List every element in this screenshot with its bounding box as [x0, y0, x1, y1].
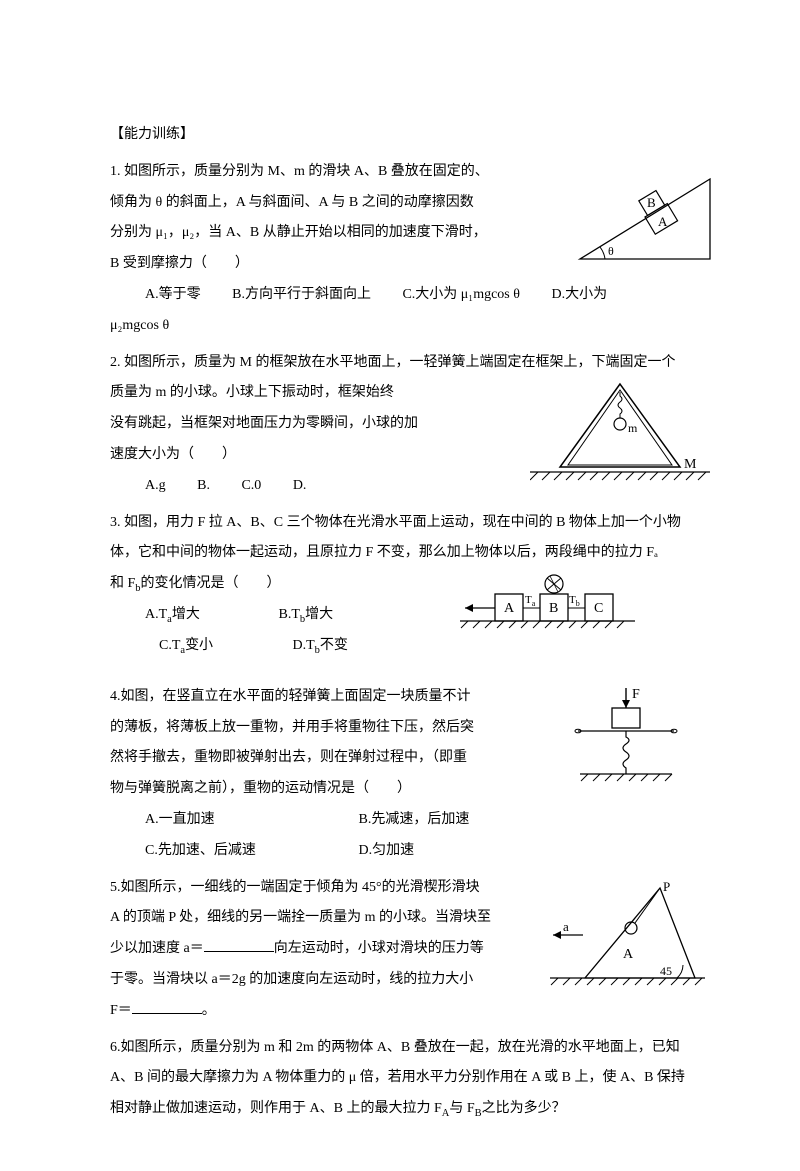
q2-line1: 2. 如图所示，质量为 M 的框架放在水平地面上，一轻弹簧上端固定在框架上，下端…	[110, 348, 710, 379]
q4-optC: C.先加速、后减速	[145, 836, 355, 867]
question-4: F 4.如图，在竖直立在水平面的轻弹簧上面固定一块质量不计 的薄板，将薄板上放一…	[110, 682, 710, 867]
q1-line3: 分别为 μ₁，μ₂，当 A、B 从静止开始以相同的加速度下滑时，	[110, 218, 710, 249]
C-label: C	[594, 601, 603, 616]
q5-l3-pre: 少以加速度 a＝	[110, 941, 204, 956]
q4-options2: C.先加速、后减速 D.匀加速	[110, 836, 710, 867]
q1-optD-pre: D.大小为	[551, 280, 607, 311]
q1-line1: 1. 如图所示，质量分别为 M、m 的滑块 A、B 叠放在固定的、	[110, 157, 710, 188]
q6-line3: 相对静止做加速运动，则作用于 A、B 上的最大拉力 FA与 FB之比为多少？	[110, 1094, 710, 1125]
q3-options2: C.Ta变小 D.Tb不变	[110, 631, 710, 662]
q4-line4: 物与弹簧脱离之前），重物的运动情况是（ ）	[110, 774, 710, 805]
blank-a	[204, 937, 274, 952]
A-label: A	[504, 601, 515, 616]
q4-line1: 4.如图，在竖直立在水平面的轻弹簧上面固定一块质量不计	[110, 682, 710, 713]
question-1: θ A B 1. 如图所示，质量分别为 M、m 的滑块 A、B 叠放在固定的、 …	[110, 157, 710, 342]
q5-l3-post: 向左运动时，小球对滑块的压力等	[274, 941, 484, 956]
q3-optC: C.Ta变小	[159, 631, 289, 662]
q1-optB: B.方向平行于斜面向上	[232, 280, 371, 311]
q2-line2: 质量为 m 的小球。小球上下振动时，框架始终	[110, 378, 710, 409]
q4-optA: A.一直加速	[145, 805, 355, 836]
q2-optA: A.g	[145, 471, 166, 502]
B-label: B	[549, 601, 558, 616]
q1-optA: A.等于零	[145, 280, 201, 311]
q6-line2: A、B 间的最大摩擦力为 A 物体重力的 μ 倍，若用水平力分别作用在 A 或 …	[110, 1063, 710, 1094]
q1-line4: B 受到摩擦力（ ）	[110, 249, 710, 280]
question-5: P A 45 a 5.如图所示，一细线的一端固定于倾角为 45°的光滑楔形滑块 …	[110, 873, 710, 1027]
q1-optD-cont: μ₂mgcos θ	[110, 311, 710, 342]
q5-line2: A 的顶端 P 处，细线的另一端拴一质量为 m 的小球。当滑块至	[110, 903, 710, 934]
q6-line1: 6.如图所示，质量分别为 m 和 2m 的两物体 A、B 叠放在一起，放在光滑的…	[110, 1033, 710, 1064]
q3-line1: 3. 如图，用力 F 拉 A、B、C 三个物体在光滑水平面上运动，现在中间的 B…	[110, 508, 710, 539]
q5-line4: 于零。当滑块以 a＝2g 的加速度向左运动时，线的拉力大小	[110, 965, 710, 996]
q4-line2: 的薄板，将薄板上放一重物，并用手将重物往下压，然后突	[110, 713, 710, 744]
q4-line3: 然将手撤去，重物即被弹射出去，则在弹射过程中，（即重	[110, 743, 710, 774]
section-title: 【能力训练】	[110, 120, 710, 151]
blank-f	[132, 999, 202, 1014]
q2-optD: D.	[293, 471, 307, 502]
q5-l5-pre: F＝	[110, 1003, 132, 1018]
q3-optB: B.Tb增大	[279, 600, 334, 631]
q4-optD: D.匀加速	[359, 843, 415, 858]
q4-optB: B.先减速，后加速	[359, 812, 470, 827]
q3-optA: A.Ta增大	[145, 600, 275, 631]
question-2: m M 2. 如图所示，质量为 M 的框架放在水平地面上，一轻弹簧上端固定在框架…	[110, 348, 710, 502]
q5-line5: F＝ 。	[110, 996, 710, 1027]
q3-optD: D.Tb不变	[293, 631, 348, 662]
q5-l5-post: 。	[202, 1003, 216, 1018]
q2-optC: C.0	[241, 471, 261, 502]
q2-line4: 速度大小为（ ）	[110, 440, 710, 471]
q3-line2: 体，它和中间的物体一起运动，且原拉力 F 不变，那么加上物体以后，两段绳中的拉力…	[110, 538, 710, 569]
q1-options: A.等于零 B.方向平行于斜面向上 C.大小为 μ₁mgcos θ D.大小为	[110, 280, 710, 311]
q2-optB: B.	[197, 471, 210, 502]
q5-line1: 5.如图所示，一细线的一端固定于倾角为 45°的光滑楔形滑块	[110, 873, 710, 904]
q1-line2: 倾角为 θ 的斜面上，A 与斜面间、A 与 B 之间的动摩擦因数	[110, 188, 710, 219]
q5-line3: 少以加速度 a＝ 向左运动时，小球对滑块的压力等	[110, 934, 710, 965]
q4-options1: A.一直加速 B.先减速，后加速	[110, 805, 710, 836]
q3-line3: 和 Fb的变化情况是（ ）	[110, 569, 710, 600]
question-6: 6.如图所示，质量分别为 m 和 2m 的两物体 A、B 叠放在一起，放在光滑的…	[110, 1033, 710, 1125]
question-3: A B C Ta Tb 3. 如图，用力 F 拉 A、B、C 三个物体在光滑水平…	[110, 508, 710, 662]
q2-line3: 没有跳起，当框架对地面压力为零瞬间，小球的加	[110, 409, 710, 440]
q1-optC: C.大小为 μ₁mgcos θ	[402, 280, 519, 311]
